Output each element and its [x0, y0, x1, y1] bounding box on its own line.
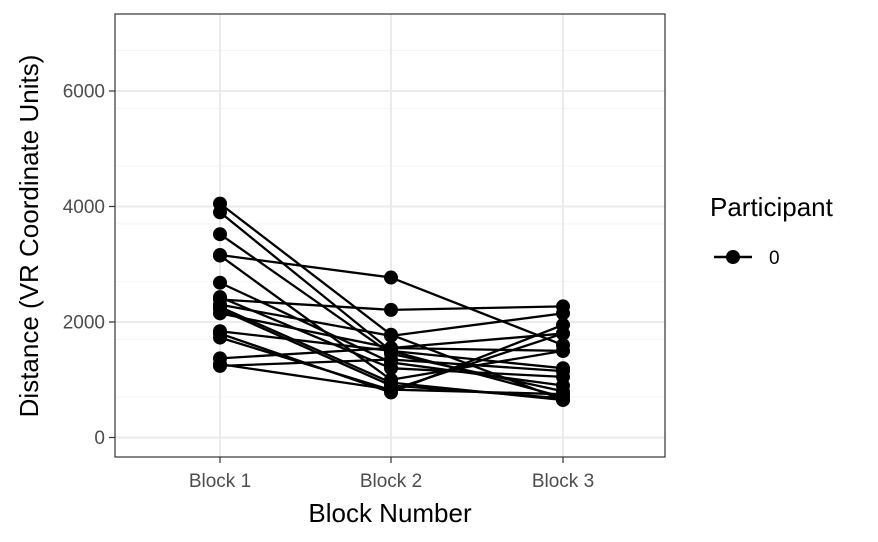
data-point [213, 330, 227, 345]
data-point [556, 306, 570, 321]
data-point [556, 364, 570, 379]
x-axis: Block 1 Block 2 Block 3 [189, 457, 594, 492]
data-point [384, 302, 398, 317]
data-point [556, 326, 570, 341]
panel-border [114, 13, 666, 458]
y-tick-label: 2000 [63, 313, 105, 334]
data-point [384, 328, 398, 343]
x-axis-title: Block Number [308, 498, 472, 528]
y-axis-title: Distance (VR Coordinate Units) [14, 55, 44, 418]
data-point [213, 205, 227, 220]
legend-entry-label: 0 [769, 248, 780, 269]
y-tick-label: 0 [94, 428, 105, 449]
legend-key-point [726, 250, 740, 264]
data-point [213, 358, 227, 373]
data-point [213, 306, 227, 321]
data-point [556, 343, 570, 358]
data-point [384, 352, 398, 367]
data-point [384, 270, 398, 285]
series-layer [213, 196, 570, 407]
data-point [213, 275, 227, 290]
x-tick-label: Block 2 [360, 471, 422, 492]
data-point [213, 227, 227, 242]
data-point [384, 382, 398, 397]
x-tick-label: Block 1 [189, 471, 251, 492]
y-tick-label: 6000 [63, 82, 105, 103]
data-point [556, 387, 570, 402]
y-axis: 0 2000 4000 6000 [63, 82, 115, 449]
y-tick-label: 4000 [63, 197, 105, 218]
x-tick-label: Block 3 [532, 471, 594, 492]
legend-title: Participant [710, 192, 834, 222]
data-point [384, 340, 398, 355]
data-point [213, 248, 227, 263]
legend: Participant 0 [710, 192, 834, 269]
